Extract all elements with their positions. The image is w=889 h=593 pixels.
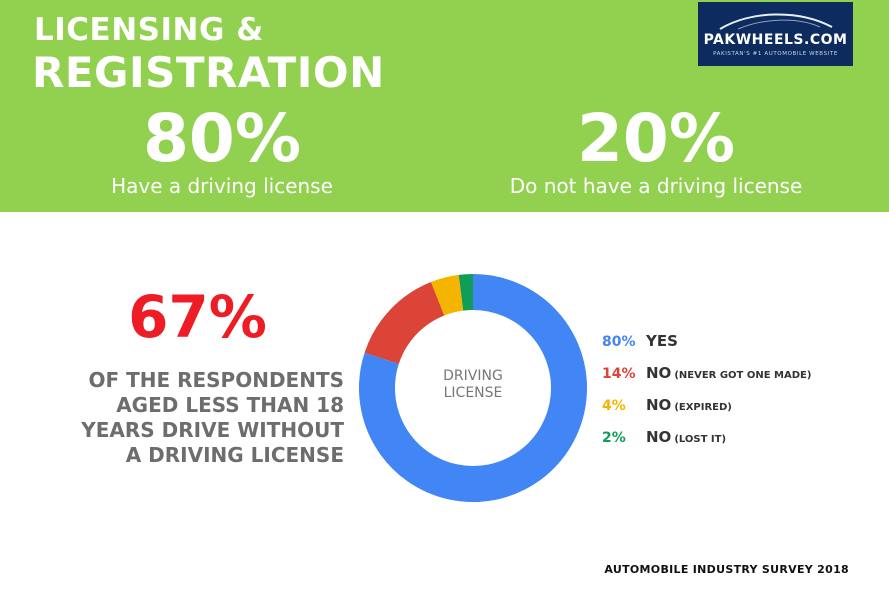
page-title-line1: LICENSING & xyxy=(34,12,264,48)
stat-no-license: 20% Do not have a driving license xyxy=(488,100,824,199)
donut-center-label-line: DRIVING xyxy=(443,368,503,384)
legend-sublabel: (LOST IT) xyxy=(674,434,727,445)
highlight-percentage: 67% xyxy=(128,283,267,351)
stat-have-license-pct: 80% xyxy=(143,100,301,177)
source-footer: AUTOMOBILE INDUSTRY SURVEY 2018 xyxy=(604,563,849,576)
highlight-note: OF THE RESPONDENTS AGED LESS THAN 18 YEA… xyxy=(44,368,344,468)
stat-have-license-caption: Have a driving license xyxy=(111,174,333,198)
logo-brand-text: PAKWHEELS.COM xyxy=(703,32,848,48)
chart-legend: 80% YES 14% NO (NEVER GOT ONE MADE) 4% NO (EX… xyxy=(602,331,811,459)
legend-item-yes: 80% YES xyxy=(602,331,811,363)
legend-item-never-got-one: 14% NO (NEVER GOT ONE MADE) xyxy=(602,363,811,395)
page-title-line2: REGISTRATION xyxy=(32,48,385,97)
donut-center-label-line: LICENSE xyxy=(443,385,503,401)
stat-no-license-caption: Do not have a driving license xyxy=(509,174,803,198)
pakwheels-logo[interactable]: PAKWHEELS.COM PAKISTAN'S #1 AUTOMOBILE W… xyxy=(698,2,853,66)
legend-pct: 2% xyxy=(602,430,626,446)
legend-pct: 80% xyxy=(602,334,636,350)
donut-slice-lost xyxy=(458,274,474,311)
legend-sublabel: (NEVER GOT ONE MADE) xyxy=(674,370,812,381)
legend-label: NO xyxy=(646,428,672,446)
donut-slice-expired xyxy=(431,274,464,316)
legend-label: NO xyxy=(646,396,672,414)
legend-item-expired: 4% NO (EXPIRED) xyxy=(602,395,811,427)
donut-slice-never-got-one xyxy=(364,282,445,365)
legend-pct: 14% xyxy=(602,366,636,382)
legend-label: YES xyxy=(646,332,678,350)
highlight-note-line: A DRIVING LICENSE xyxy=(125,443,344,467)
car-swoosh-icon xyxy=(719,13,833,30)
highlight-note-line: AGED LESS THAN 18 xyxy=(116,393,344,417)
donut-slice-yes xyxy=(359,274,587,502)
legend-pct: 4% xyxy=(602,398,626,414)
legend-sublabel: (EXPIRED) xyxy=(674,402,732,413)
legend-item-lost: 2% NO (LOST IT) xyxy=(602,427,811,459)
highlight-note-line: OF THE RESPONDENTS xyxy=(88,368,344,392)
stat-no-license-pct: 20% xyxy=(577,100,735,177)
logo-tagline: PAKISTAN'S #1 AUTOMOBILE WEBSITE xyxy=(713,51,838,57)
donut-center-label: DRIVING LICENSE xyxy=(418,368,528,402)
legend-label: NO xyxy=(646,364,672,382)
stat-have-license: 80% Have a driving license xyxy=(94,100,350,199)
driving-license-donut-chart xyxy=(359,274,587,502)
highlight-note-line: YEARS DRIVE WITHOUT xyxy=(81,418,344,442)
